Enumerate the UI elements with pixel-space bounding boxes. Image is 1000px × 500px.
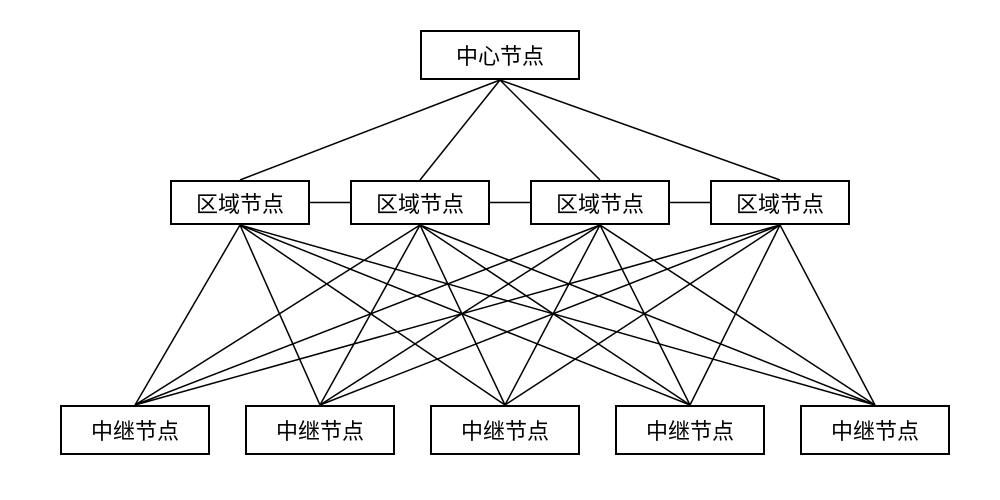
node-relay-2: 中继节点 [245, 405, 395, 455]
node-relay-1: 中继节点 [60, 405, 210, 455]
node-relay-5: 中继节点 [800, 405, 950, 455]
edge [690, 225, 780, 405]
node-label: 中继节点 [831, 414, 919, 446]
node-region-4: 区域节点 [710, 180, 850, 225]
node-label: 区域节点 [376, 187, 464, 219]
edge [320, 225, 780, 405]
edge [420, 225, 875, 405]
node-label: 区域节点 [736, 187, 824, 219]
edge [420, 225, 505, 405]
node-label: 中心节点 [456, 39, 544, 71]
node-region-1: 区域节点 [170, 180, 310, 225]
node-relay-3: 中继节点 [430, 405, 580, 455]
edge [600, 225, 690, 405]
node-label: 中继节点 [91, 414, 179, 446]
edge [780, 225, 875, 405]
node-label: 区域节点 [556, 187, 644, 219]
node-label: 区域节点 [196, 187, 284, 219]
node-label: 中继节点 [461, 414, 549, 446]
node-region-3: 区域节点 [530, 180, 670, 225]
node-relay-4: 中继节点 [615, 405, 765, 455]
node-label: 中继节点 [646, 414, 734, 446]
edge [500, 80, 780, 180]
node-center: 中心节点 [420, 30, 580, 80]
edge [500, 80, 600, 180]
edge [135, 225, 600, 405]
diagram-canvas: 中心节点 区域节点 区域节点 区域节点 区域节点 中继节点 中继节点 中继节点 … [0, 0, 1000, 500]
edge [240, 80, 500, 180]
edge [135, 225, 780, 405]
edge [135, 225, 240, 405]
node-label: 中继节点 [276, 414, 364, 446]
edge [135, 225, 420, 405]
node-region-2: 区域节点 [350, 180, 490, 225]
edge [505, 225, 600, 405]
